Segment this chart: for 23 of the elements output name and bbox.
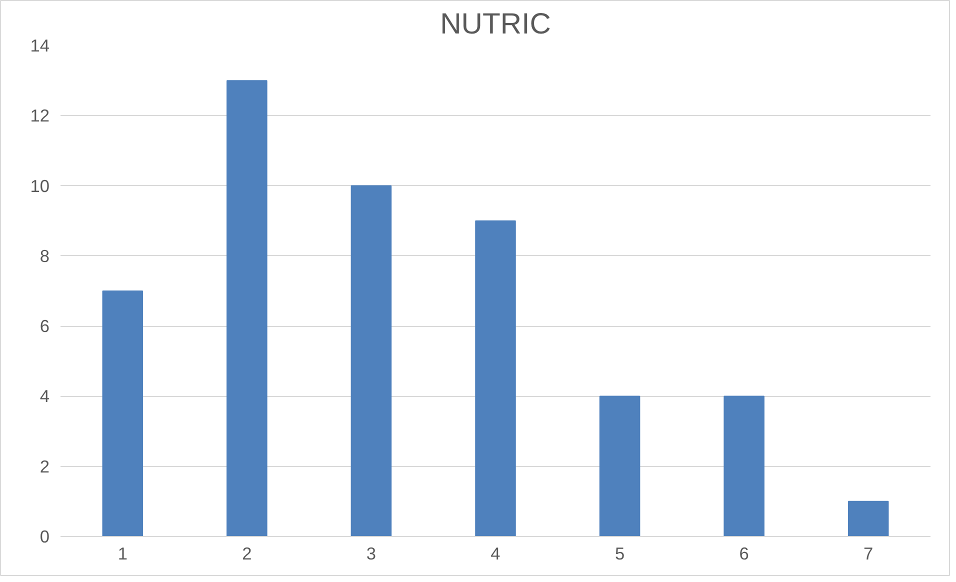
y-tick-label: 14 [30, 36, 50, 56]
bar [102, 290, 144, 536]
x-tick-label: 4 [490, 544, 501, 564]
bar [350, 185, 392, 536]
y-tick-label: 4 [40, 386, 50, 406]
x-tick-label: 1 [118, 544, 128, 564]
x-tick-label: 6 [739, 544, 749, 564]
bar [475, 220, 516, 536]
x-tick-label: 3 [366, 544, 376, 564]
y-tick-label: 2 [40, 456, 50, 476]
y-tick-label: 12 [30, 106, 50, 126]
chart-title: NUTRIC [440, 8, 551, 40]
bar [848, 500, 889, 536]
bar [226, 80, 268, 536]
bar [599, 396, 640, 536]
y-tick-label: 8 [40, 246, 50, 266]
y-tick-label: 10 [30, 176, 50, 196]
x-tick-label: 7 [864, 544, 874, 564]
bar [724, 396, 764, 536]
x-tick-label: 5 [614, 544, 625, 564]
x-tick-label: 2 [242, 544, 252, 564]
y-tick-label: 0 [40, 526, 50, 546]
y-tick-label: 6 [40, 316, 50, 336]
